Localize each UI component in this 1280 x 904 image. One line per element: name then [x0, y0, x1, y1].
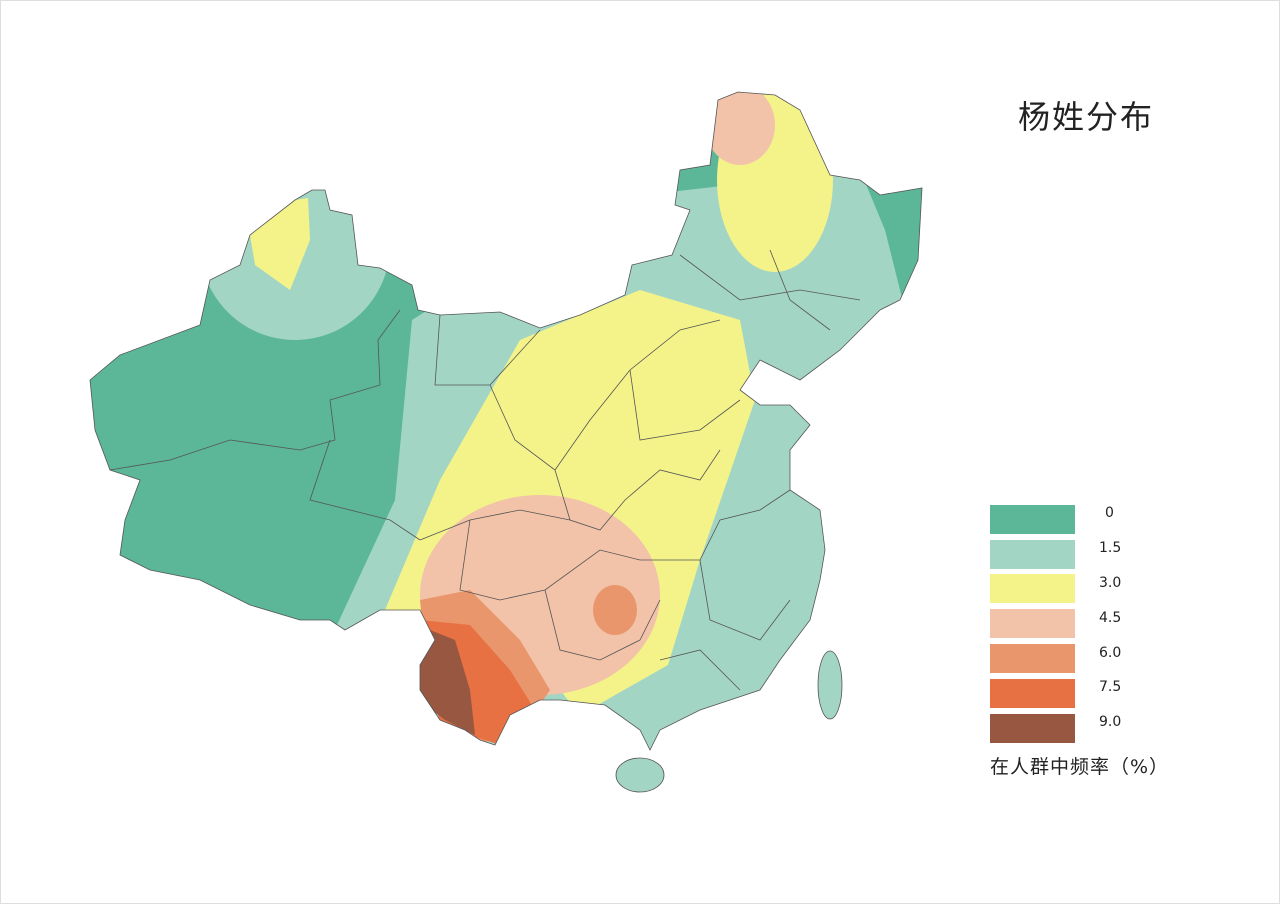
- map-title: 杨姓分布: [1018, 98, 1155, 136]
- legend: 0 1.5 3.0 4.5 6.0 7.5 9.0: [990, 502, 1121, 746]
- legend-swatch: [990, 504, 1075, 534]
- legend-item: 0: [990, 502, 1121, 537]
- legend-label: 7.5: [1099, 679, 1122, 696]
- legend-label: 9.0: [1099, 714, 1122, 731]
- legend-item: 7.5: [990, 676, 1121, 711]
- legend-swatch: [990, 574, 1075, 604]
- province-border: [544, 589, 661, 661]
- taiwan-island: [817, 650, 843, 720]
- province-border: [434, 314, 541, 386]
- hainan-island: [615, 757, 665, 793]
- zone-4-5-north: [705, 92, 775, 165]
- province-border: [489, 384, 721, 531]
- province-border: [699, 559, 791, 641]
- legend-swatch: [990, 539, 1075, 569]
- province-border: [309, 439, 421, 541]
- legend-swatch: [990, 713, 1075, 743]
- legend-label: 0: [1105, 505, 1114, 522]
- legend-label: 1.5: [1099, 540, 1122, 557]
- legend-label: 6.0: [1099, 644, 1122, 661]
- province-border: [459, 519, 641, 601]
- province-border: [679, 254, 861, 301]
- legend-item: 4.5: [990, 606, 1121, 641]
- legend-unit: 在人群中频率（%）: [990, 756, 1170, 778]
- zone-6-0-hunan: [593, 585, 637, 635]
- province-border: [769, 249, 831, 331]
- legend-label: 4.5: [1099, 609, 1122, 626]
- legend-item: 9.0: [990, 711, 1121, 746]
- province-border: [629, 369, 741, 441]
- legend-swatch: [990, 644, 1075, 674]
- province-border: [109, 309, 401, 471]
- province-border: [640, 489, 791, 561]
- province-border: [659, 649, 741, 691]
- legend-swatch: [990, 678, 1075, 708]
- country-outline: [89, 91, 923, 751]
- province-border: [419, 509, 571, 541]
- legend-swatch: [990, 609, 1075, 639]
- legend-label: 3.0: [1099, 574, 1122, 591]
- legend-item: 1.5: [990, 537, 1121, 572]
- legend-item: 6.0: [990, 641, 1121, 676]
- zone-3-xinjiang: [250, 198, 310, 290]
- legend-item: 3.0: [990, 572, 1121, 607]
